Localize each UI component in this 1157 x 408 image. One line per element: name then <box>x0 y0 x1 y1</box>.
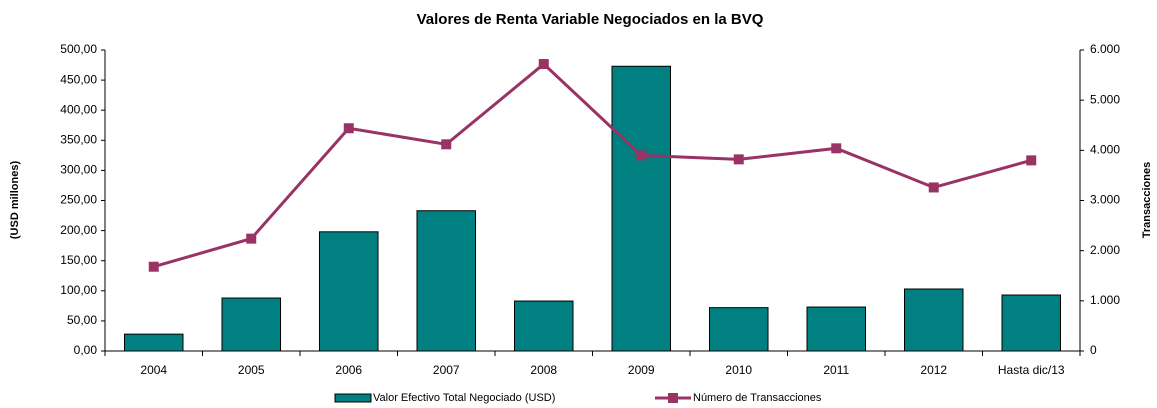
y-tick-label: 150,00 <box>60 253 97 267</box>
x-tick-label: 2012 <box>920 363 947 377</box>
bar <box>806 306 866 352</box>
y2-tick-label: 0 <box>1090 343 1097 357</box>
line-marker <box>343 123 354 134</box>
line-marker <box>636 150 647 161</box>
x-tick-label: 2008 <box>530 363 557 377</box>
legend-swatch <box>334 393 372 403</box>
chart-title: Valores de Renta Variable Negociados en … <box>417 11 764 28</box>
bar <box>319 231 379 352</box>
line-marker <box>246 233 257 244</box>
x-tick-label: 2005 <box>238 363 265 377</box>
y-tick-label: 0,00 <box>74 343 98 357</box>
y-tick-label: 500,00 <box>60 42 97 56</box>
line-marker <box>148 261 159 272</box>
bar <box>611 65 671 352</box>
y-tick-label: 350,00 <box>60 132 97 146</box>
x-tick-label: 2010 <box>725 363 752 377</box>
line-marker <box>928 182 939 193</box>
y-tick-label: 100,00 <box>60 283 97 297</box>
x-tick-label: 2004 <box>140 363 167 377</box>
y2-tick-label: 6.000 <box>1090 42 1120 56</box>
bar <box>221 297 281 352</box>
x-tick-label: Hasta dic/13 <box>998 363 1065 377</box>
line <box>153 62 1032 269</box>
y-tick-label: 300,00 <box>60 163 97 177</box>
x-tick-label: 2009 <box>628 363 655 377</box>
legend-label: Valor Efectivo Total Negociado (USD) <box>373 392 555 404</box>
legend-marker <box>668 393 678 403</box>
line-marker <box>733 154 744 165</box>
y2-tick-label: 5.000 <box>1090 92 1120 106</box>
y2-axis-label: Transacciones <box>1141 162 1153 238</box>
y-tick-label: 250,00 <box>60 193 97 207</box>
line-marker <box>831 143 842 154</box>
y-tick-label: 400,00 <box>60 102 97 116</box>
line-marker <box>441 139 452 150</box>
y-tick-label: 450,00 <box>60 72 97 86</box>
bar <box>1001 294 1061 352</box>
y2-tick-label: 4.000 <box>1090 143 1120 157</box>
x-tick-label: 2006 <box>335 363 362 377</box>
x-tick-label: 2011 <box>823 363 849 377</box>
bar <box>124 333 184 352</box>
y2-tick-label: 1.000 <box>1090 293 1120 307</box>
bar <box>709 307 769 352</box>
y-axis-label: (USD millones) <box>9 161 21 240</box>
line-marker <box>538 59 549 70</box>
bar <box>514 300 574 352</box>
y-tick-label: 200,00 <box>60 223 97 237</box>
bar <box>416 210 476 352</box>
x-tick-label: 2007 <box>433 363 460 377</box>
y2-tick-label: 3.000 <box>1090 193 1120 207</box>
y2-tick-label: 2.000 <box>1090 243 1120 257</box>
legend-label: Número de Transacciones <box>693 392 822 404</box>
line-marker <box>1026 155 1037 166</box>
bar <box>904 288 964 352</box>
y-tick-label: 50,00 <box>67 313 97 327</box>
